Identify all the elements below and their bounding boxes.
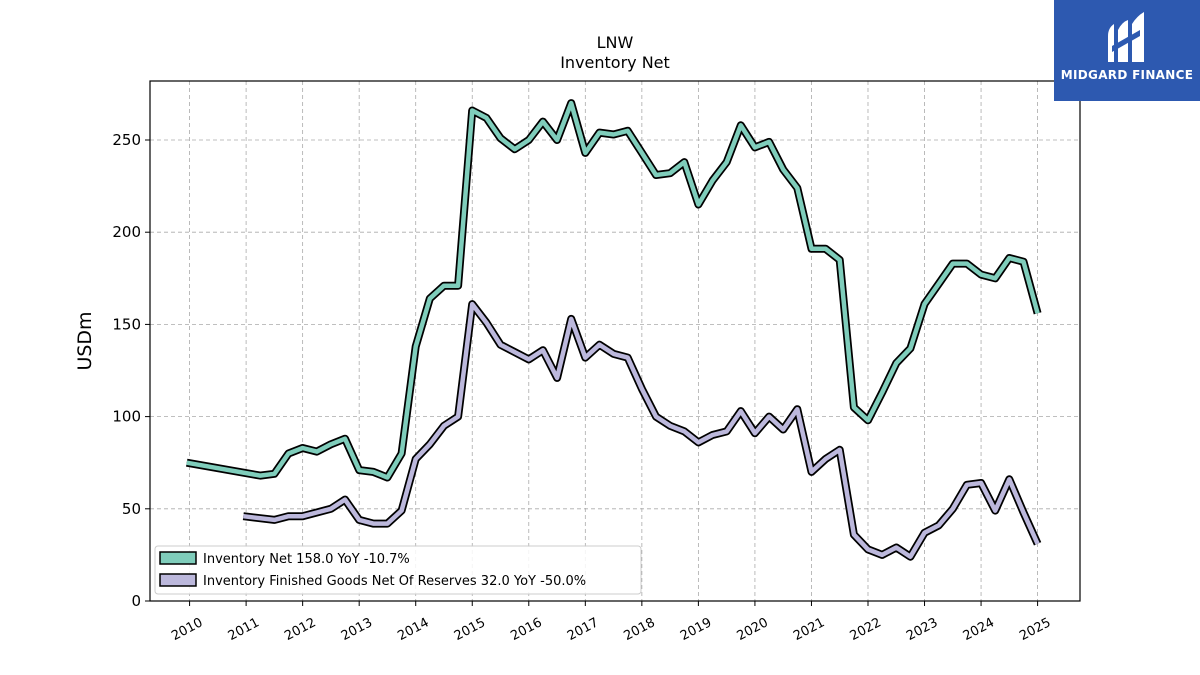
y-tick-label: 150: [112, 315, 141, 333]
y-tick-label: 0: [131, 592, 141, 610]
series-line-0: [186, 100, 1040, 480]
series-line-1: [243, 301, 1040, 559]
x-tick-label: 2012: [282, 615, 318, 644]
x-tick-label: 2011: [226, 615, 262, 644]
x-tick-label: 2024: [961, 615, 997, 644]
x-tick-label: 2023: [904, 615, 940, 644]
x-tick-label: 2019: [678, 615, 714, 644]
x-tick-label: 2018: [621, 615, 657, 644]
chart-title: LNW: [597, 33, 634, 52]
y-tick-label: 100: [112, 408, 141, 426]
y-axis-label: USDm: [74, 311, 96, 370]
y-tick-label: 200: [112, 223, 141, 241]
x-tick-label: 2013: [339, 615, 375, 644]
x-tick-label: 2016: [508, 615, 544, 644]
y-tick-label: 250: [112, 131, 141, 149]
series-outline-0: [186, 99, 1042, 482]
midgard-finance-logo: MIDGARD FINANCE: [1054, 0, 1200, 101]
legend-label-finished-goods: Inventory Finished Goods Net Of Reserves…: [203, 574, 586, 589]
x-tick-label: 2022: [848, 615, 884, 644]
x-tick-label: 2020: [735, 615, 771, 644]
legend-swatch-inventory-net: [159, 551, 197, 565]
logo-text: MIDGARD FINANCE: [1060, 68, 1194, 82]
legend-frame: [154, 545, 642, 595]
legend-label-inventory-net: Inventory Net 158.0 YoY -10.7%: [203, 552, 410, 567]
x-tick-label: 2015: [452, 615, 488, 644]
chart-subtitle: Inventory Net: [560, 53, 670, 72]
legend: Inventory Net 158.0 YoY -10.7% Inventory…: [154, 545, 642, 595]
x-tick-label: 2017: [565, 615, 601, 644]
legend-swatch-finished-goods: [159, 573, 197, 587]
series-lines: [186, 99, 1042, 561]
x-tick-label: 2025: [1017, 615, 1053, 644]
y-tick-label: 50: [122, 500, 141, 518]
grid: [150, 81, 1080, 602]
midgard-logo-icon: [1108, 12, 1144, 62]
x-tick-label: 2021: [791, 615, 827, 644]
plot-area-frame: [149, 80, 1081, 602]
x-tick-label: 2010: [169, 615, 205, 644]
x-tick-label: 2014: [395, 615, 431, 644]
